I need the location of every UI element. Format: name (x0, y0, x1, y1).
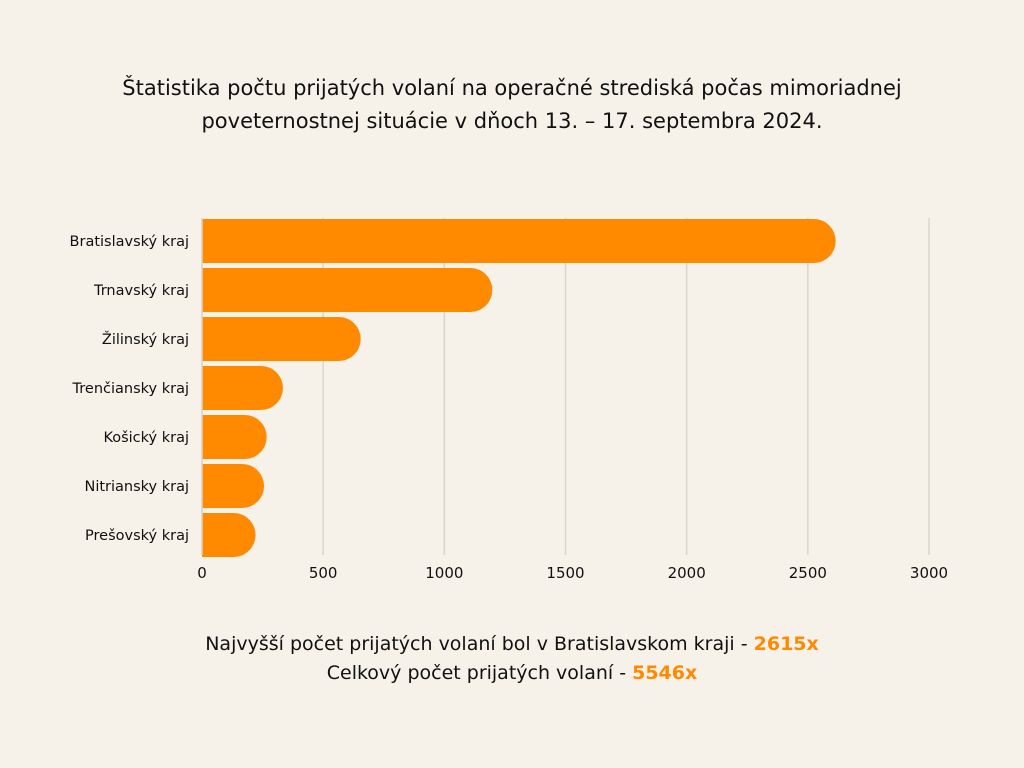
chart-title: Štatistika počtu prijatých volaní na ope… (0, 72, 1024, 138)
x-tick-label: 2500 (789, 564, 827, 582)
x-tick-label: 3000 (910, 564, 948, 582)
summary-total-line: Celkový počet prijatých volaní - 5546x (0, 659, 1024, 688)
summary-max-line: Najvyšší počet prijatých volaní bol v Br… (0, 630, 1024, 659)
y-category-label: Trenčiansky kraj (72, 381, 189, 397)
summary-max-text: Najvyšší počet prijatých volaní bol v Br… (205, 633, 754, 655)
x-tick-label: 500 (309, 564, 338, 582)
y-category-label: Košický kraj (103, 430, 189, 446)
x-tick-label: 2000 (668, 564, 706, 582)
bar (202, 513, 256, 557)
x-tick-label: 1000 (425, 564, 463, 582)
bar (202, 268, 493, 312)
x-tick-label: 0 (197, 564, 207, 582)
chart-title-line: poveternostnej situácie v dňoch 13. – 17… (201, 109, 823, 133)
summary-total-text: Celkový počet prijatých volaní - (326, 662, 633, 684)
bar (202, 219, 836, 263)
bar (202, 415, 267, 459)
bar (202, 464, 265, 508)
bar (202, 366, 283, 410)
summary-max-value: 2615x (753, 633, 819, 655)
y-category-label: Prešovský kraj (85, 528, 189, 544)
y-category-label: Žilinský kraj (102, 330, 189, 348)
y-category-label: Trnavský kraj (93, 283, 189, 299)
x-tick-label: 1500 (546, 564, 584, 582)
chart-title-line: Štatistika počtu prijatých volaní na ope… (122, 76, 902, 100)
bar (202, 317, 361, 361)
y-category-label: Nitriansky kraj (84, 479, 189, 495)
summary-total-value: 5546x (632, 662, 698, 684)
y-category-label: Bratislavský kraj (70, 234, 189, 250)
chart-summary: Najvyšší počet prijatých volaní bol v Br… (0, 630, 1024, 688)
